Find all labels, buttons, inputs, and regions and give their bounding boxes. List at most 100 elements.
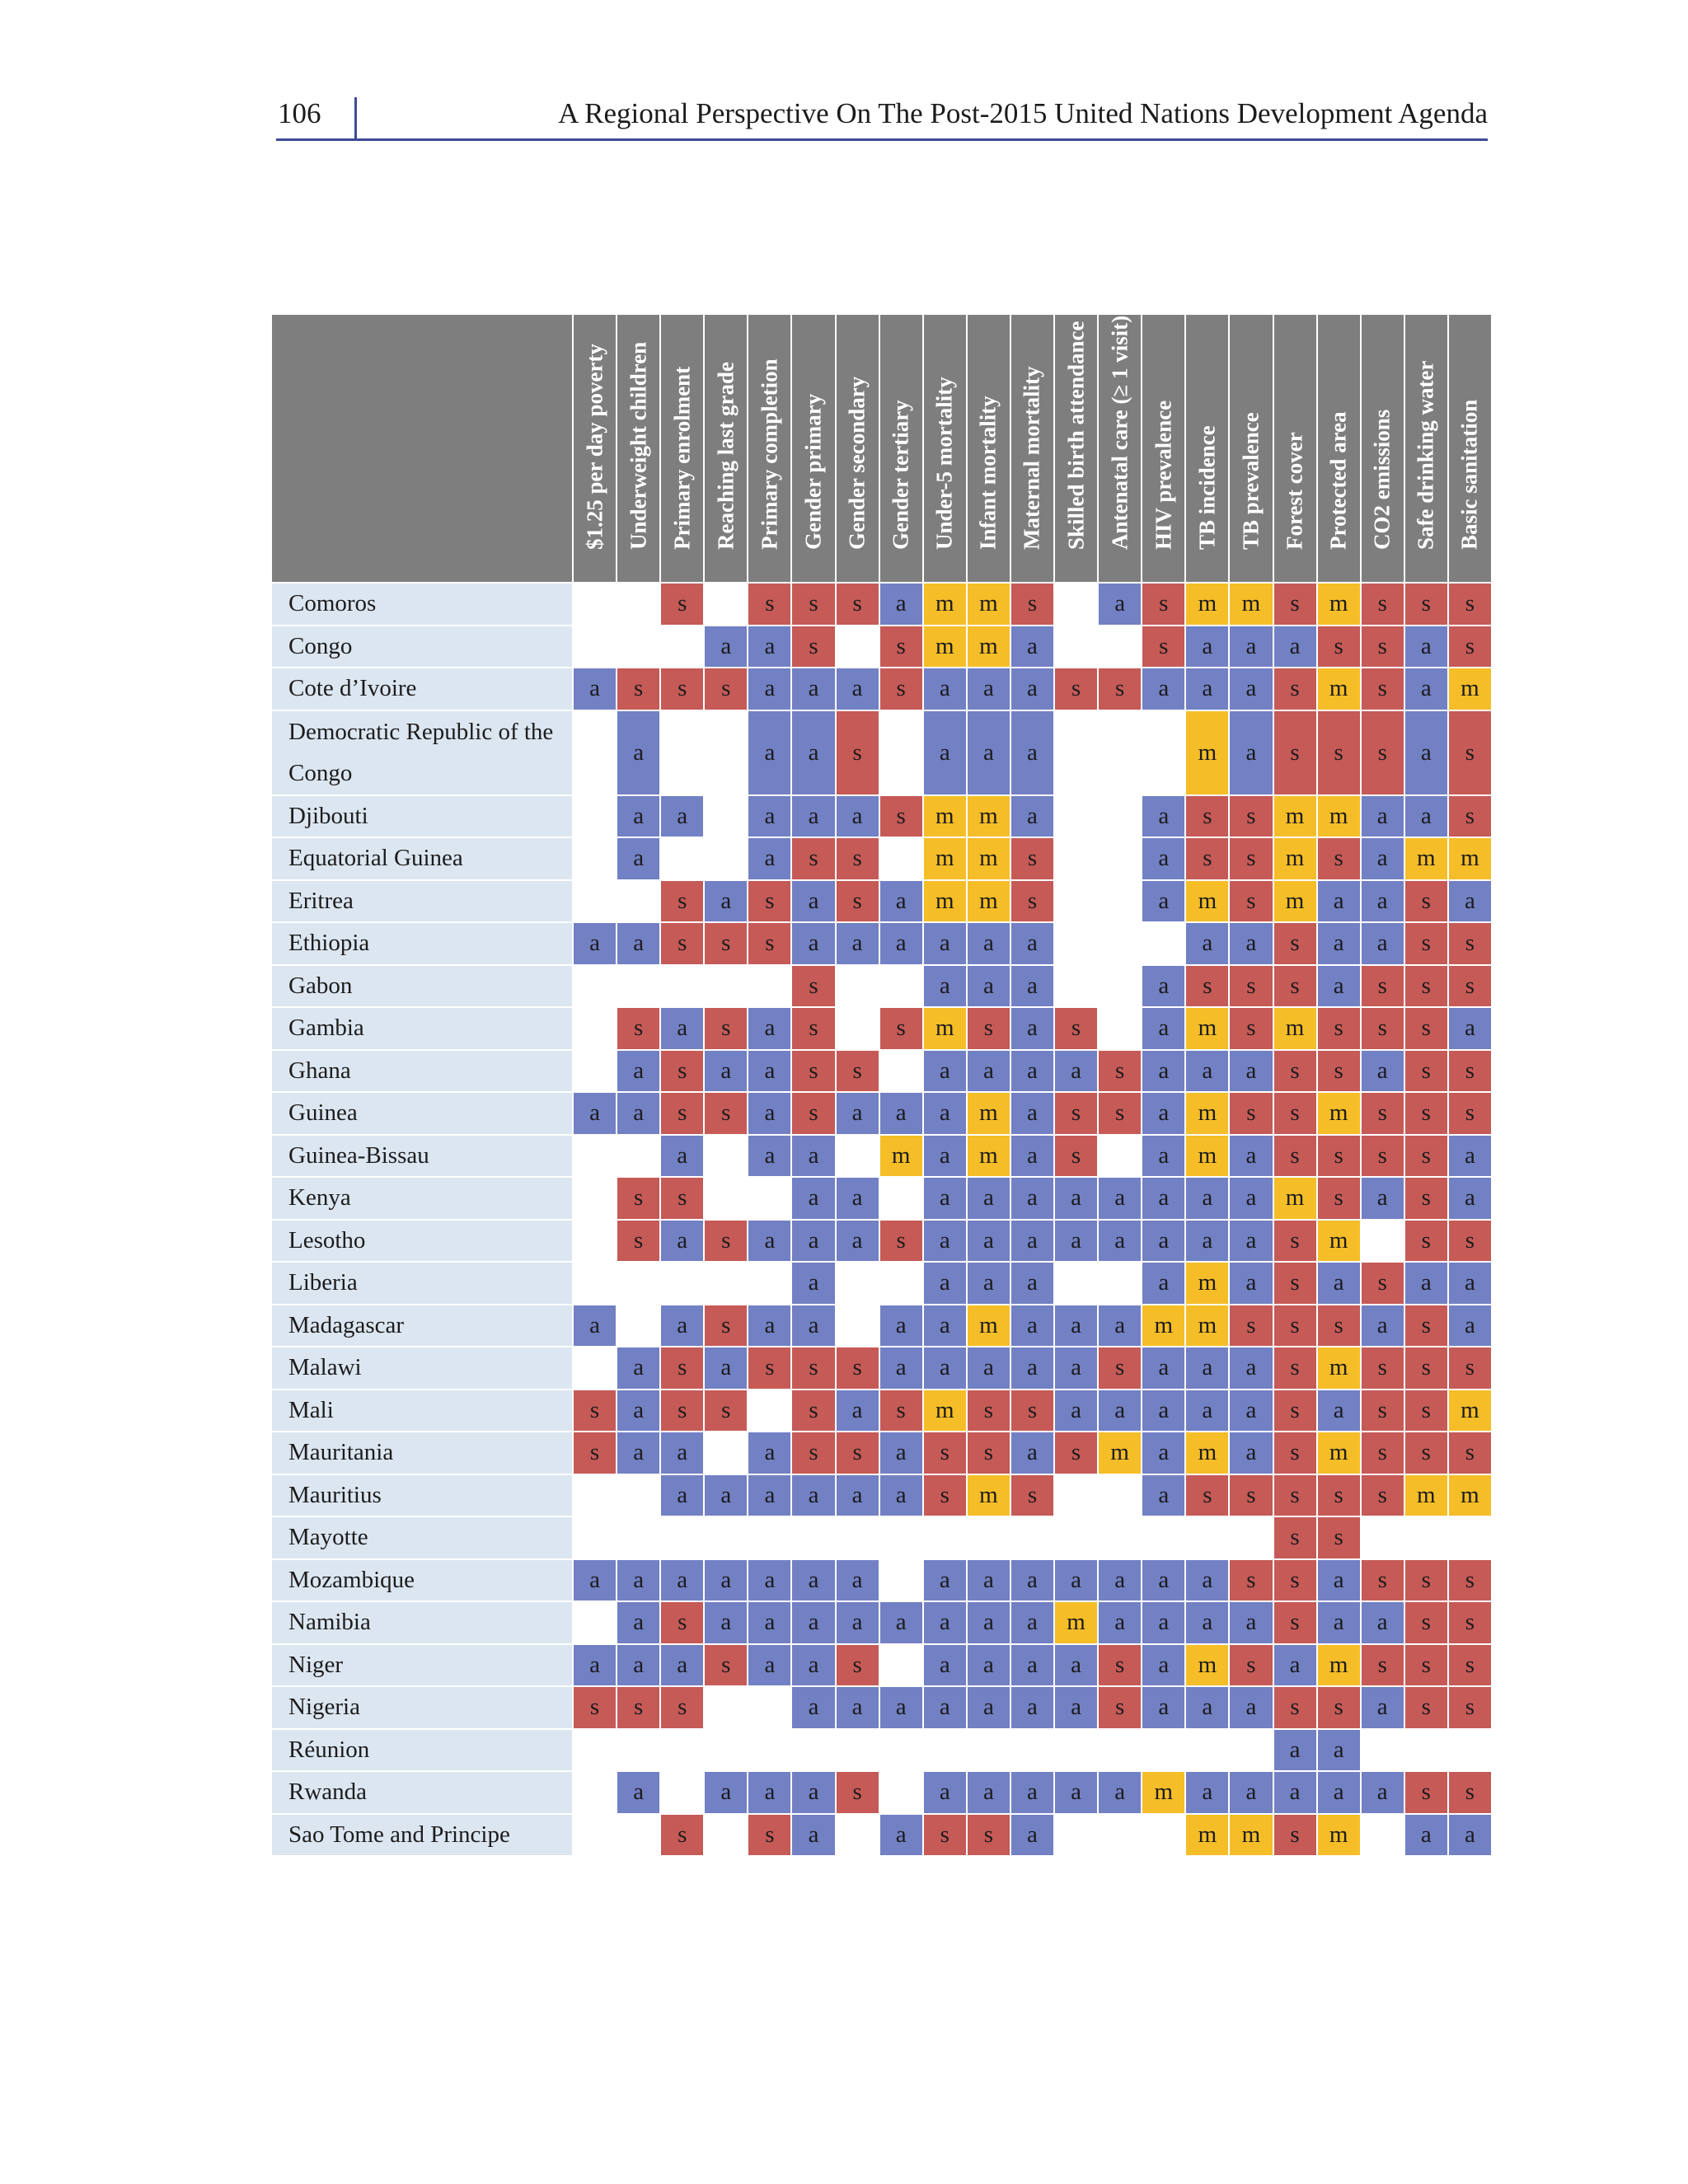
table-cell: a (1186, 1178, 1229, 1219)
table-cell: s (1230, 1644, 1273, 1685)
table-cell: a (923, 1347, 966, 1389)
table-cell (880, 1263, 922, 1304)
table-cell: a (1186, 668, 1229, 710)
table-cell: m (1055, 1602, 1098, 1643)
country-label: Mali (272, 1390, 572, 1431)
table-cell (748, 1390, 790, 1432)
table-cell: s (923, 1432, 966, 1474)
table-cell: s (1273, 1220, 1316, 1261)
table-cell: a (1361, 838, 1404, 879)
table-cell: s (1361, 668, 1404, 710)
table-cell: a (1099, 1772, 1142, 1813)
column-header-label: CO2 emissions (1369, 409, 1395, 550)
column-header-label: $1.25 per day poverty (582, 344, 607, 550)
table-cell (705, 711, 747, 794)
country-label: Madagascar (272, 1305, 572, 1346)
table-cell: m (923, 626, 966, 667)
table-cell (705, 966, 747, 1007)
table-cell: s (1186, 1474, 1229, 1516)
table-cell: s (661, 1093, 704, 1134)
table-cell: a (1142, 668, 1185, 710)
table-cell (1055, 1263, 1097, 1304)
table-cell: a (617, 1432, 660, 1474)
column-header: Primary enrolment (661, 315, 704, 582)
table-cell: s (1010, 1474, 1054, 1516)
table-cell: a (1142, 1347, 1185, 1389)
table-cell: a (1230, 1602, 1273, 1643)
table-cell: a (1186, 923, 1229, 964)
table-cell: a (1142, 1220, 1185, 1261)
table-cell (1230, 1730, 1272, 1771)
table-cell: a (792, 668, 835, 710)
table-cell: a (1142, 1644, 1185, 1685)
table-cell: s (836, 1347, 879, 1389)
table-cell: s (923, 1814, 966, 1855)
table-cell: s (1448, 1220, 1491, 1261)
table-cell: a (923, 710, 966, 794)
table-cell: s (792, 583, 835, 625)
table-cell: a (836, 1602, 879, 1643)
table-cell: a (1099, 1390, 1142, 1431)
table-cell: s (1273, 1814, 1316, 1855)
table-cell: a (748, 1008, 791, 1049)
table-cell: s (1273, 965, 1316, 1006)
table-cell: a (1010, 1263, 1054, 1304)
table-cell: m (1142, 1305, 1185, 1346)
table-cell (1055, 626, 1097, 668)
country-label: Democratic Republic of the Congo (272, 710, 572, 794)
table-cell: s (1448, 1772, 1491, 1813)
table-cell: s (1010, 838, 1054, 879)
table-cell: a (1055, 1559, 1098, 1601)
table-cell: m (1317, 1093, 1360, 1134)
table-cell: s (1230, 1305, 1273, 1346)
column-header-label: Gender tertiary (888, 400, 913, 550)
table-cell: s (1055, 1093, 1098, 1134)
table-cell: a (923, 923, 966, 964)
table-cell: a (1142, 1687, 1185, 1728)
table-cell: a (967, 965, 1010, 1006)
country-label: Gambia (272, 1008, 572, 1049)
column-header: Reaching last grade (705, 315, 748, 582)
table-cell: s (1404, 1305, 1447, 1346)
table-cell (880, 711, 922, 794)
table-cell: s (1361, 1093, 1404, 1134)
table-cell: a (617, 1644, 660, 1685)
table-cell: s (1448, 1644, 1491, 1685)
table-cell: a (1448, 1305, 1491, 1346)
table-cell (1055, 966, 1097, 1007)
table-cell: a (748, 668, 791, 710)
table-cell (837, 1008, 879, 1049)
table-cell: a (1448, 1135, 1491, 1176)
column-header-label: Under-5 mortality (931, 377, 957, 550)
table-cell: s (1230, 1008, 1273, 1049)
table-cell (748, 1730, 790, 1771)
table-cell: a (661, 1305, 704, 1346)
table-cell: a (836, 1474, 879, 1516)
table-cell: s (1361, 583, 1404, 625)
table-cell: a (967, 1178, 1010, 1219)
table-cell: a (1404, 795, 1447, 837)
table-cell (1099, 923, 1141, 964)
table-cell: a (836, 1220, 879, 1261)
table-cell: a (1055, 1390, 1098, 1431)
table-cell: s (792, 838, 835, 879)
table-cell: s (1448, 965, 1491, 1006)
column-header: Antenatal care (≥ 1 visit) (1099, 315, 1142, 582)
table-cell: a (1317, 1772, 1360, 1813)
table-cell: s (1404, 1559, 1447, 1601)
table-cell: s (1099, 1050, 1142, 1091)
table-cell (661, 966, 703, 1007)
table-cell (574, 1263, 616, 1304)
table-cell: a (1273, 1729, 1316, 1770)
table-cell (1405, 1730, 1447, 1771)
table-cell: a (1010, 1220, 1054, 1261)
table-cell: a (1010, 1602, 1054, 1643)
table-cell (837, 966, 879, 1007)
table-cell: a (1448, 1814, 1491, 1855)
table-cell: a (1099, 1305, 1142, 1346)
table-cell (705, 1730, 747, 1771)
table-cell (1099, 1136, 1141, 1177)
table-cell: s (1230, 1559, 1273, 1601)
table-cell: a (879, 1347, 922, 1389)
table-cell: m (1186, 1814, 1229, 1855)
